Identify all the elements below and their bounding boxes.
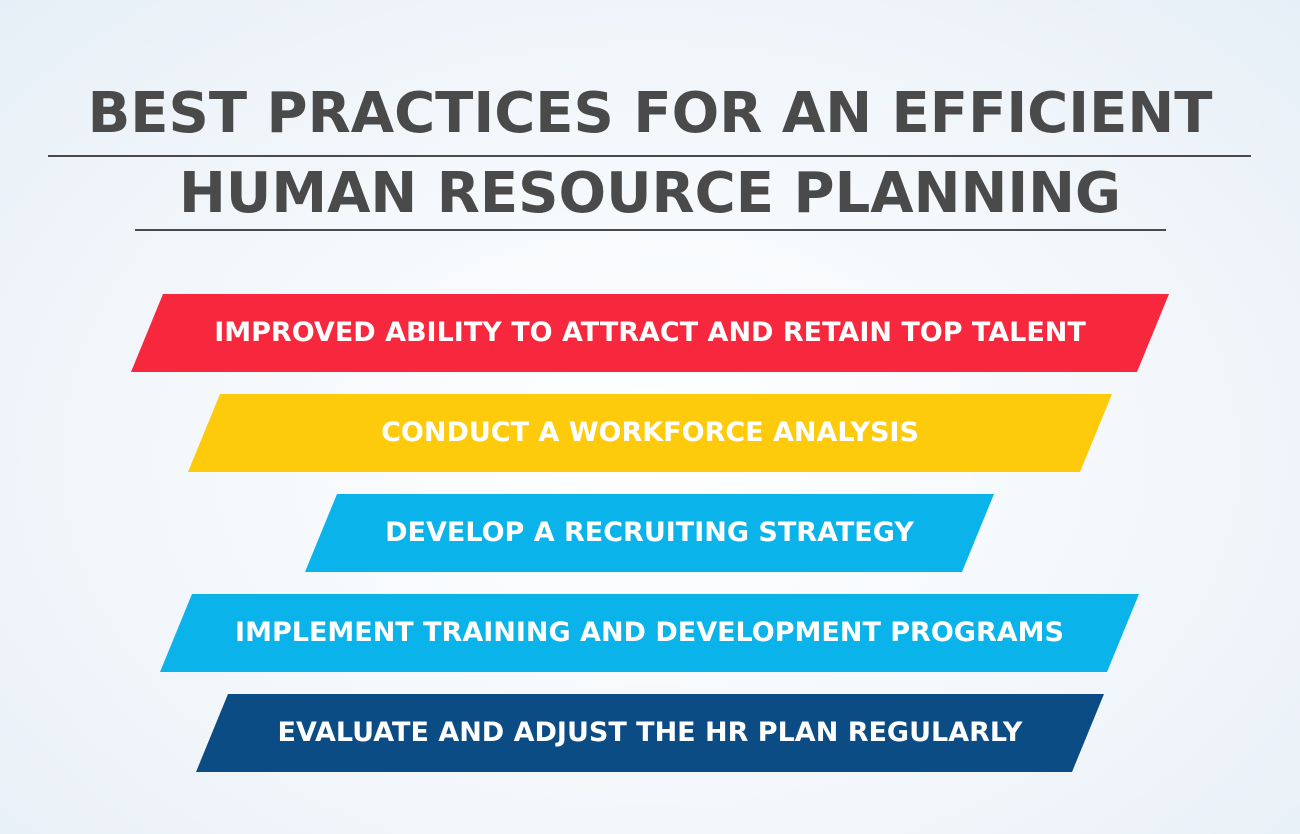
band-3-parallelogram: [305, 494, 994, 572]
band-4-shape: [160, 594, 1139, 672]
band-1-label: IMPROVED ABILITY TO ATTRACT AND RETAIN T…: [214, 317, 1086, 348]
practice-band-1: IMPROVED ABILITY TO ATTRACT AND RETAIN T…: [131, 294, 1169, 372]
band-5-shape: [196, 694, 1104, 772]
band-3-shape: [305, 494, 994, 572]
practice-band-4: IMPLEMENT TRAINING AND DEVELOPMENT PROGR…: [160, 594, 1139, 672]
band-4-parallelogram: [160, 594, 1139, 672]
band-2-shape: [188, 394, 1112, 472]
band-4-label: IMPLEMENT TRAINING AND DEVELOPMENT PROGR…: [235, 617, 1064, 648]
practice-band-5: EVALUATE AND ADJUST THE HR PLAN REGULARL…: [196, 694, 1104, 772]
title-line-1: BEST PRACTICES FOR AN EFFICIENT: [87, 81, 1213, 146]
title-line-2: HUMAN RESOURCE PLANNING: [179, 161, 1121, 226]
band-2-parallelogram: [188, 394, 1112, 472]
title-underline-1: [48, 155, 1251, 157]
band-5-parallelogram: [196, 694, 1104, 772]
band-1-shape: [131, 294, 1169, 372]
band-5-label: EVALUATE AND ADJUST THE HR PLAN REGULARL…: [277, 717, 1023, 748]
practice-band-2: CONDUCT A WORKFORCE ANALYSIS: [188, 394, 1112, 472]
practice-band-3: DEVELOP A RECRUITING STRATEGY: [305, 494, 994, 572]
band-2-label: CONDUCT A WORKFORCE ANALYSIS: [381, 417, 919, 448]
band-3-label: DEVELOP A RECRUITING STRATEGY: [385, 517, 914, 548]
title-underline-2: [135, 229, 1166, 231]
band-1-parallelogram: [131, 294, 1169, 372]
